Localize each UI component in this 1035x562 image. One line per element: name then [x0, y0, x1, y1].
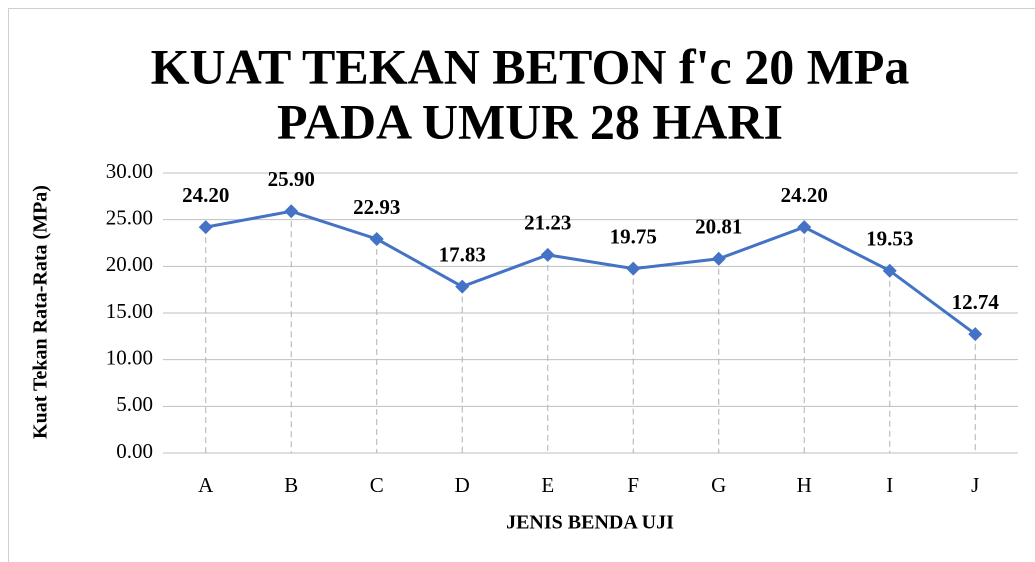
marker: [626, 261, 641, 276]
data-label: 25.90: [268, 167, 315, 191]
data-label: 20.81: [695, 215, 742, 239]
data-label: 22.93: [353, 195, 400, 219]
marker: [284, 204, 299, 219]
data-label: 24.20: [182, 183, 229, 207]
y-tick-label: 20.00: [106, 252, 153, 276]
marker: [797, 220, 812, 235]
data-label: 17.83: [439, 242, 486, 266]
marker: [455, 279, 470, 294]
y-tick-label: 5.00: [116, 392, 153, 416]
x-axis-label: JENIS BENDA UJI: [506, 512, 674, 534]
marker: [968, 327, 983, 342]
x-tick-label: C: [370, 473, 384, 497]
x-tick-label: F: [627, 473, 639, 497]
data-label: 19.53: [866, 227, 913, 251]
y-tick-label: 10.00: [106, 345, 153, 369]
chart-title: KUAT TEKAN BETON f'c 20 MPa: [151, 38, 910, 94]
y-tick-label: 25.00: [106, 205, 153, 229]
marker: [540, 247, 555, 262]
marker: [369, 231, 384, 246]
x-tick-label: I: [886, 473, 893, 497]
data-label: 24.20: [781, 183, 828, 207]
data-label: 19.75: [610, 224, 657, 248]
x-tick-label: H: [797, 473, 812, 497]
marker: [711, 251, 726, 266]
x-tick-label: D: [455, 473, 470, 497]
chart-title: PADA UMUR 28 HARI: [277, 93, 783, 149]
y-tick-label: 15.00: [106, 299, 153, 323]
y-axis-label: Kuat Tekan Rata-Rata (MPa): [30, 185, 52, 439]
marker: [882, 263, 897, 278]
x-tick-label: B: [284, 473, 298, 497]
y-tick-label: 0.00: [116, 439, 153, 463]
x-tick-label: A: [198, 473, 214, 497]
marker: [198, 220, 213, 235]
x-tick-label: G: [711, 473, 726, 497]
y-tick-label: 30.00: [106, 159, 153, 183]
x-tick-label: J: [971, 473, 979, 497]
data-line: [205, 209, 977, 336]
data-label: 21.23: [524, 211, 571, 235]
x-tick-label: E: [541, 473, 554, 497]
chart-border: [8, 8, 1035, 562]
data-label: 12.74: [952, 290, 1000, 314]
